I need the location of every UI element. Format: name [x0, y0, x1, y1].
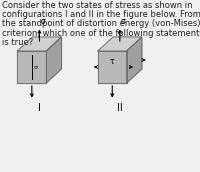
Text: Consider the two states of stress as shown in: Consider the two states of stress as sho…: [2, 1, 192, 10]
Text: I: I: [38, 103, 41, 113]
Polygon shape: [17, 51, 46, 83]
Text: τ: τ: [110, 56, 115, 66]
Polygon shape: [46, 37, 61, 83]
Polygon shape: [98, 51, 127, 83]
Text: the standpoint of distortion energy (von-Mises): the standpoint of distortion energy (von…: [2, 19, 200, 28]
Polygon shape: [17, 37, 61, 51]
Text: σ: σ: [41, 17, 45, 26]
Polygon shape: [98, 37, 142, 51]
Polygon shape: [127, 37, 142, 83]
Text: II: II: [117, 103, 123, 113]
Text: configurations I and II in the figure below. From: configurations I and II in the figure be…: [2, 10, 200, 19]
Text: is true?: is true?: [2, 38, 33, 47]
Text: σ: σ: [33, 64, 37, 69]
Text: criterion, which one of the following statements: criterion, which one of the following st…: [2, 29, 200, 38]
Text: σ: σ: [121, 17, 126, 26]
